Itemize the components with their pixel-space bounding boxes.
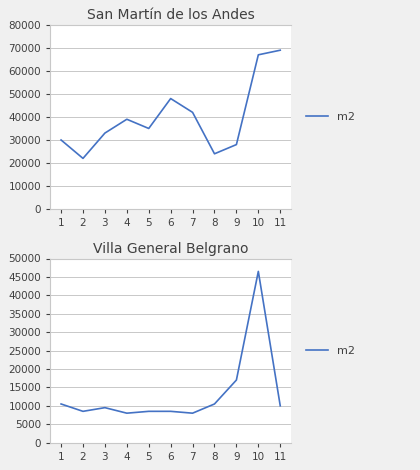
m2 — [102, 405, 108, 410]
m2 — [146, 125, 151, 131]
m2 — [124, 117, 129, 122]
m2 — [190, 410, 195, 416]
m2 — [102, 130, 108, 136]
Line: m2: m2 — [61, 50, 280, 158]
Title: Villa General Belgrano: Villa General Belgrano — [93, 242, 248, 256]
m2 — [168, 408, 173, 414]
m2 — [124, 410, 129, 416]
m2 — [58, 137, 63, 143]
m2 — [256, 268, 261, 274]
m2 — [190, 110, 195, 115]
m2 — [146, 408, 151, 414]
Line: m2: m2 — [61, 271, 280, 413]
m2 — [81, 408, 86, 414]
m2 — [168, 96, 173, 102]
m2 — [212, 401, 217, 407]
Legend: m2: m2 — [302, 108, 360, 126]
Legend: m2: m2 — [302, 341, 360, 360]
m2 — [58, 401, 63, 407]
m2 — [278, 47, 283, 53]
Title: San Martín de los Andes: San Martín de los Andes — [87, 8, 255, 23]
m2 — [278, 403, 283, 408]
m2 — [212, 151, 217, 157]
m2 — [81, 156, 86, 161]
m2 — [234, 377, 239, 383]
m2 — [234, 142, 239, 148]
m2 — [256, 52, 261, 58]
